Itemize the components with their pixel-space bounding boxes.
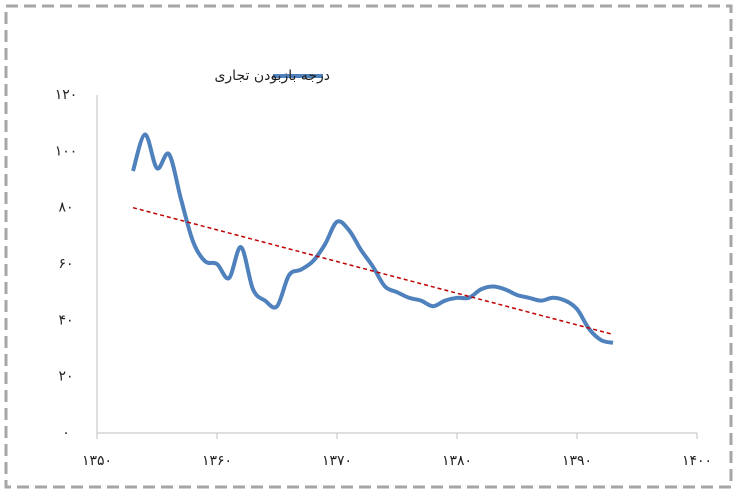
- y-tick-label: ۱۰۰: [55, 143, 78, 159]
- y-tick-label: ۸۰: [58, 200, 73, 216]
- trend-line: [132, 206, 614, 336]
- y-tick-label: ۰: [62, 425, 70, 441]
- x-tick-label: ۱۳۸۰: [442, 453, 472, 469]
- y-tick-label: ۶۰: [58, 256, 73, 272]
- data-line: [131, 132, 614, 345]
- legend-label: درجه بازبودن تجاری: [214, 68, 330, 84]
- frame: [4, 4, 733, 489]
- y-tick-label: ۲۰: [58, 369, 73, 385]
- x-tick-label: ۱۳۹۰: [562, 453, 592, 469]
- x-tick-label: ۱۴۰۰: [682, 453, 712, 469]
- x-tick-label: ۱۳۵۰: [82, 453, 112, 469]
- x-tick-label: ۱۳۷۰: [322, 453, 352, 469]
- x-tick-label: ۱۳۶۰: [202, 453, 232, 469]
- y-tick-label: ۱۲۰: [55, 87, 78, 103]
- y-tick-label: ۴۰: [58, 312, 73, 328]
